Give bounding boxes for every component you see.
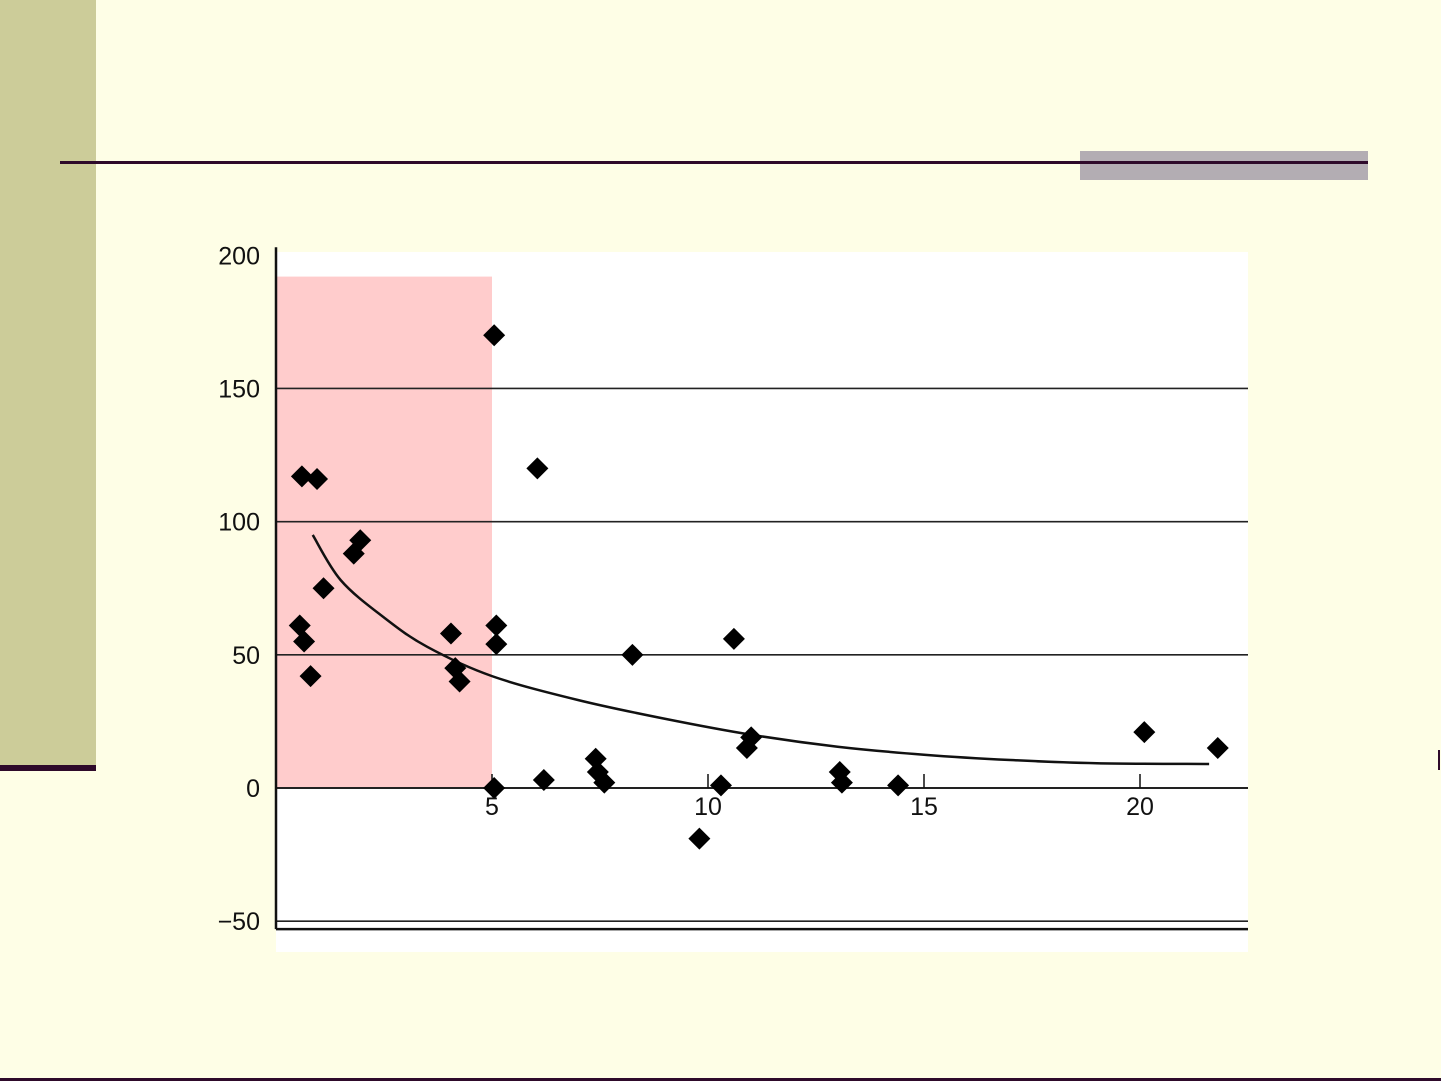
data-point: [439, 622, 462, 645]
data-point: [621, 643, 644, 666]
slide-bottom-rule: [0, 1078, 1441, 1081]
x-tick-label: 15: [910, 793, 938, 821]
x-tick-label: 5: [485, 793, 499, 821]
x-tick-label: 20: [1126, 793, 1154, 821]
slide-title-rule: [60, 161, 1368, 164]
data-point: [740, 726, 763, 749]
data-point: [584, 747, 607, 770]
y-tick-label: −50: [218, 908, 260, 936]
data-point: [532, 769, 555, 792]
data-point: [1206, 737, 1229, 760]
data-point: [306, 468, 329, 491]
data-point: [483, 324, 506, 347]
data-point: [526, 457, 549, 480]
slide-accent-block: [1080, 151, 1368, 180]
y-tick-label: 150: [218, 375, 260, 403]
data-point: [293, 630, 316, 653]
data-point: [312, 577, 335, 600]
data-point: [290, 465, 313, 488]
slide-accent-block-rule: [1080, 161, 1368, 164]
data-point: [448, 670, 471, 693]
data-point: [688, 827, 711, 850]
x-tick-label: 10: [694, 793, 722, 821]
y-tick-label: 100: [218, 509, 260, 537]
data-point: [1133, 721, 1156, 744]
data-point: [485, 633, 508, 656]
trendline: [311, 534, 1210, 766]
slide-side-rule: [0, 765, 96, 771]
data-point: [887, 774, 910, 797]
data-point: [593, 771, 616, 794]
data-point: [709, 774, 732, 797]
data-point: [349, 529, 372, 552]
slide-edge-mark: [1438, 750, 1440, 770]
data-point: [299, 665, 322, 688]
y-tick-label: 50: [232, 642, 260, 670]
y-tick-label: 0: [246, 775, 260, 803]
shaded-region: [276, 276, 492, 788]
data-point: [830, 771, 853, 794]
data-point: [485, 614, 508, 637]
data-point: [483, 777, 506, 799]
data-point: [288, 614, 311, 637]
data-point: [722, 627, 745, 650]
slide-side-band: [0, 0, 96, 765]
y-tick-label: 200: [218, 242, 260, 270]
